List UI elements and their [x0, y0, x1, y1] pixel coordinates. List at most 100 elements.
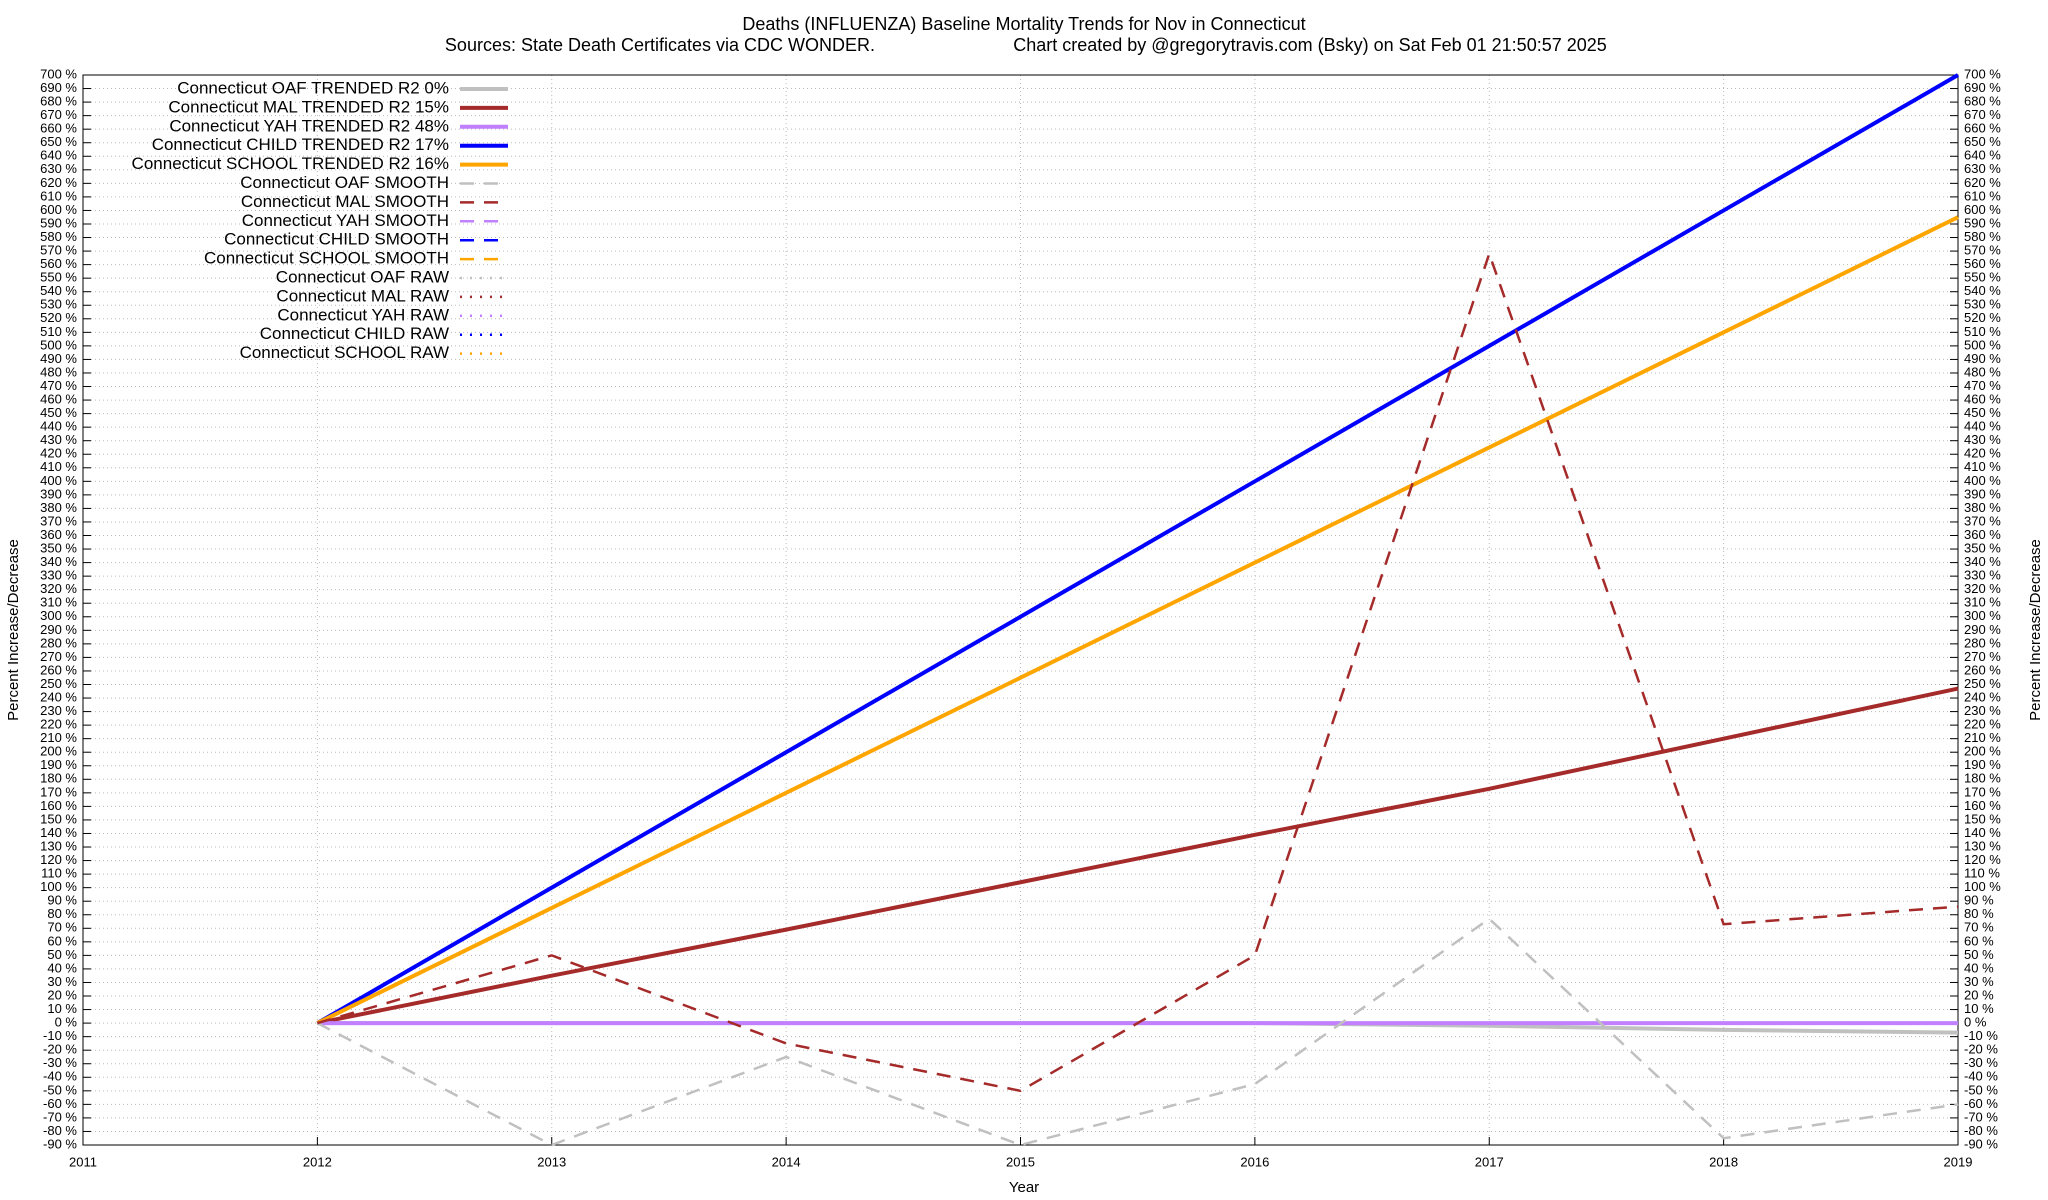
y-tick-label: 270 % [40, 649, 77, 664]
y-axis-label: Percent Increase/Decrease [5, 539, 22, 721]
y2-tick-label: 200 % [1964, 744, 2001, 759]
x-tick-label: 2016 [1240, 1154, 1269, 1169]
y2-tick-label: 160 % [1964, 798, 2001, 813]
y2-tick-label: 380 % [1964, 500, 2001, 515]
y-tick-label: -10 % [43, 1028, 77, 1043]
y2-tick-label: -70 % [1964, 1109, 1998, 1124]
y2-tick-label: 170 % [1964, 784, 2001, 799]
y-tick-label: 640 % [40, 148, 77, 163]
y-tick-label: 0 % [55, 1015, 78, 1030]
y2-tick-label: 530 % [1964, 297, 2001, 312]
y2-tick-label: 260 % [1964, 662, 2001, 677]
y-tick-label: 110 % [41, 866, 77, 881]
series-line [316, 73, 1960, 1025]
series-line [317, 249, 1959, 1093]
y2-tick-label: 690 % [1964, 80, 2001, 95]
y-tick-label: 390 % [40, 486, 77, 501]
y-tick-label: 550 % [40, 270, 77, 285]
y2-tick-label: 190 % [1964, 757, 2001, 772]
legend-label: Connecticut CHILD TRENDED R2 17% [152, 135, 449, 154]
y-tick-label: 340 % [40, 554, 77, 569]
y-tick-label: 250 % [40, 676, 77, 691]
y-tick-label: 310 % [40, 595, 77, 610]
y-tick-label: 130 % [40, 838, 77, 853]
y-tick-label: -70 % [43, 1109, 77, 1124]
x-tick-label: 2018 [1709, 1154, 1738, 1169]
y2-tick-label: 100 % [1964, 879, 2001, 894]
y2-tick-label: 550 % [1964, 270, 2001, 285]
chart-subtitle: Chart created by @gregorytravis.com (Bsk… [1013, 35, 1607, 55]
x-axis-label: Year [1009, 1179, 1039, 1196]
x-tick-label: 2019 [1944, 1154, 1973, 1169]
y-tick-label: 420 % [40, 446, 77, 461]
y-tick-label: 200 % [40, 744, 77, 759]
y-tick-label: 150 % [40, 811, 77, 826]
y-tick-label: 120 % [40, 852, 77, 867]
y-tick-label: 160 % [40, 798, 77, 813]
y-tick-label: 600 % [40, 202, 77, 217]
y2-tick-label: 220 % [1964, 717, 2001, 732]
y-tick-label: 40 % [47, 960, 77, 975]
y-tick-label: 300 % [40, 608, 77, 623]
legend-label: Connecticut MAL RAW [276, 286, 449, 305]
legend-label: Connecticut MAL SMOOTH [241, 192, 449, 211]
y2-tick-label: -50 % [1964, 1082, 1998, 1097]
y2-tick-label: -30 % [1964, 1055, 1998, 1070]
y2-tick-label: -20 % [1964, 1042, 1998, 1057]
y-tick-label: 670 % [40, 107, 77, 122]
y2-tick-label: 630 % [1964, 161, 2001, 176]
y-tick-label: 610 % [40, 188, 77, 203]
y2-tick-label: 70 % [1964, 920, 1994, 935]
y-tick-label: 540 % [40, 283, 77, 298]
y-tick-label: 400 % [40, 473, 77, 488]
y2-tick-label: 390 % [1964, 486, 2001, 501]
y-tick-label: 260 % [40, 662, 77, 677]
y2-tick-label: 250 % [1964, 676, 2001, 691]
y2-tick-label: 0 % [1964, 1015, 1987, 1030]
x-tick-label: 2014 [772, 1154, 801, 1169]
y-tick-label: 520 % [40, 310, 77, 325]
plot-frame [82, 74, 1959, 1146]
y2-tick-label: 150 % [1964, 811, 2001, 826]
y-tick-label: 50 % [47, 947, 77, 962]
y-tick-label: -90 % [43, 1136, 77, 1151]
y2-tick-label: 20 % [1964, 987, 1994, 1002]
y2-tick-label: 460 % [1964, 392, 2001, 407]
y-tick-label: 530 % [40, 297, 77, 312]
series-line [316, 686, 1959, 1026]
y-tick-label: 490 % [40, 351, 77, 366]
y2-tick-label: 210 % [1964, 730, 2001, 745]
y-tick-label: 60 % [47, 933, 77, 948]
y-tick-label: -80 % [43, 1123, 77, 1138]
y2-tick-label: 130 % [1964, 838, 2001, 853]
y-tick-label: 210 % [40, 730, 77, 745]
x-tick-label: 2017 [1475, 1154, 1504, 1169]
legend-label: Connecticut CHILD RAW [260, 324, 449, 343]
y2-tick-label: 600 % [1964, 202, 2001, 217]
series-line [316, 215, 1959, 1025]
legend-label: Connecticut OAF RAW [276, 267, 449, 286]
y-tick-label: -40 % [43, 1069, 77, 1084]
y-tick-label: 430 % [40, 432, 77, 447]
y-tick-label: 410 % [40, 459, 77, 474]
y2-tick-label: -80 % [1964, 1123, 1998, 1138]
y2-tick-label: 60 % [1964, 933, 1994, 948]
y-tick-label: 360 % [40, 527, 77, 542]
y-tick-label: 660 % [40, 121, 77, 136]
y-tick-label: 220 % [40, 717, 77, 732]
y2-tick-label: 540 % [1964, 283, 2001, 298]
y2-tick-label: 640 % [1964, 148, 2001, 163]
y2-tick-label: 470 % [1964, 378, 2001, 393]
y2-tick-label: 650 % [1964, 134, 2001, 149]
series-line [316, 917, 1959, 1147]
x-tick-label: 2015 [1006, 1154, 1035, 1169]
y2-tick-label: 590 % [1964, 215, 2001, 230]
y2-tick-label: 670 % [1964, 107, 2001, 122]
y-tick-label: 450 % [40, 405, 77, 420]
y-tick-label: -60 % [43, 1096, 77, 1111]
y-tick-label: -50 % [43, 1082, 77, 1097]
y2-tick-label: 270 % [1964, 649, 2001, 664]
y-tick-label: 350 % [40, 540, 77, 555]
y2-tick-label: 430 % [1964, 432, 2001, 447]
y-tick-label: 460 % [40, 392, 77, 407]
